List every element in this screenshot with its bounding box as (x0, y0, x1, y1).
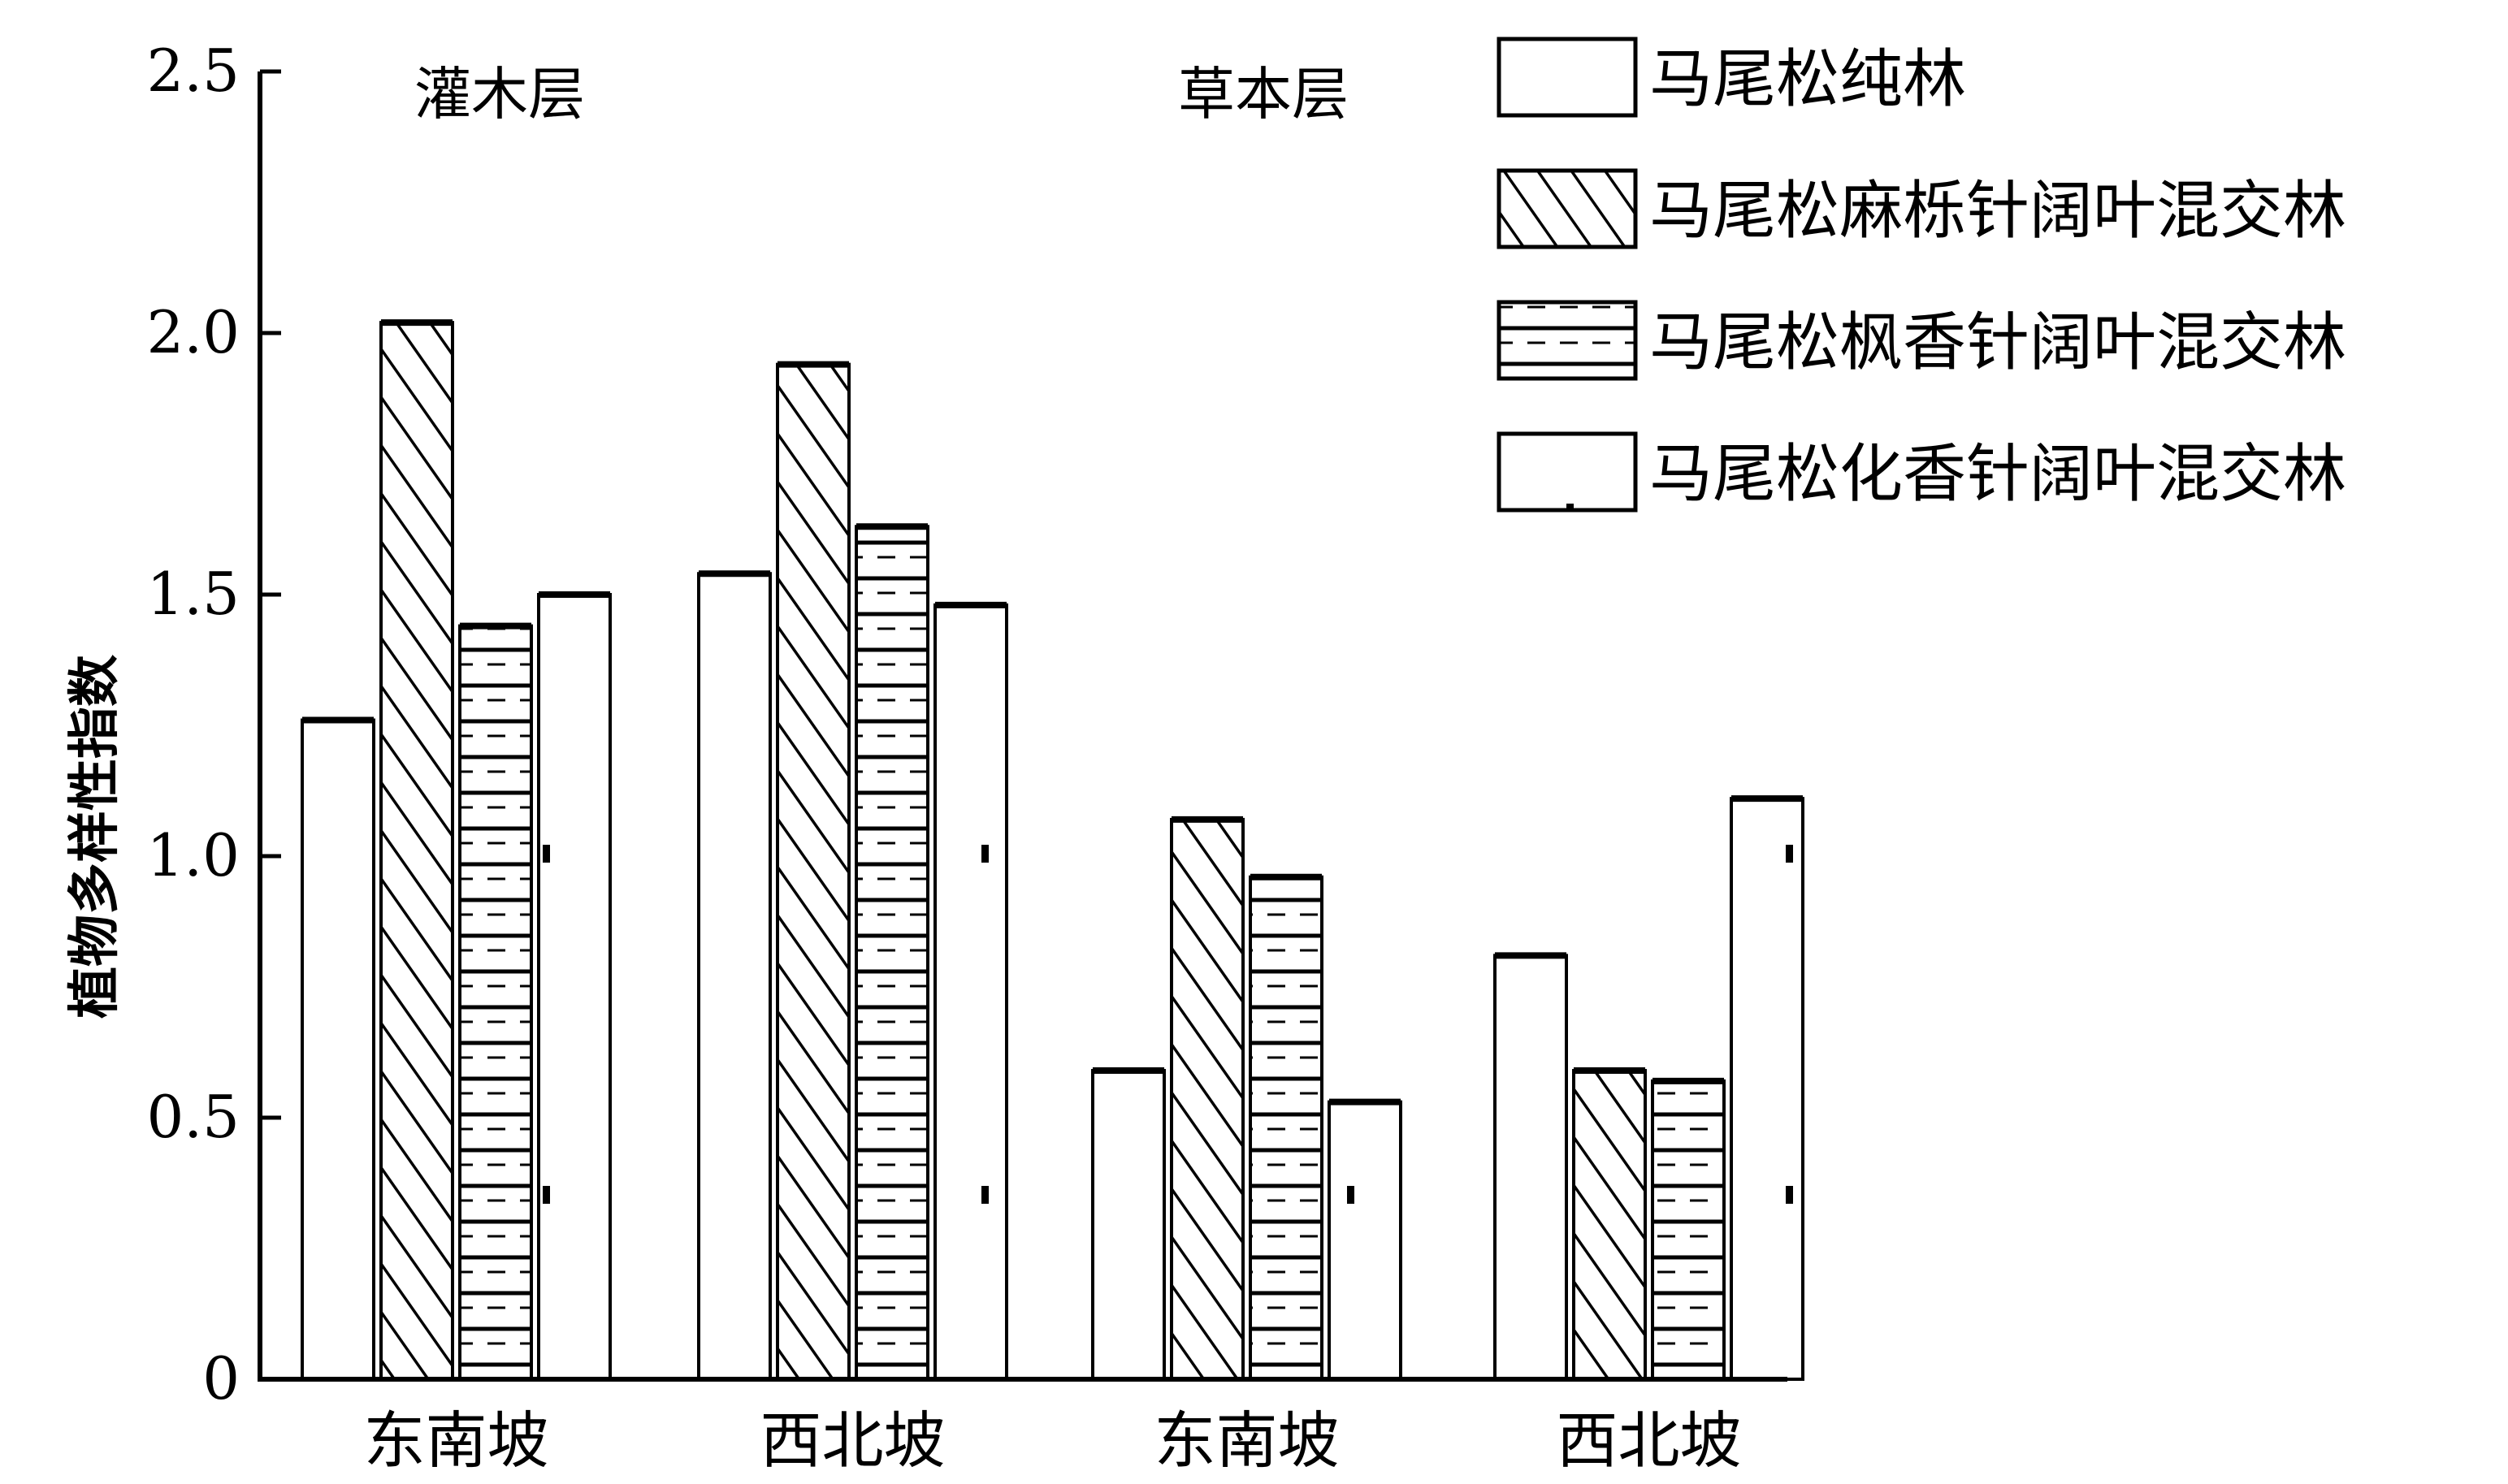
bar-series-2-group-2 (776, 362, 851, 1381)
bar-series-4-group-2 (933, 603, 1008, 1381)
y-tick-label: 1.5 (146, 560, 240, 628)
bar-series-1-group-2 (697, 572, 772, 1381)
category-labels: 东南坡 西北坡 东南坡 西北坡 (364, 1404, 1742, 1477)
bar-series-1-group-4 (1493, 954, 1568, 1381)
legend-label-2: 马尾松麻栎针阔叶混交林 (1649, 175, 2346, 248)
legend-swatch-2 (1497, 168, 1638, 249)
bar-series-1-group-3 (1091, 1069, 1166, 1382)
bar-series-1-group-1 (301, 718, 375, 1381)
y-tick-label: 0.5 (146, 1083, 240, 1151)
legend-swatch-4 (1497, 431, 1638, 513)
bar-series-4-group-4 (1730, 797, 1804, 1381)
legend-label-3: 马尾松枫香针阔叶混交林 (1649, 306, 2346, 379)
bar-series-4-group-1 (537, 593, 612, 1381)
y-tick-label: 2.0 (146, 298, 240, 366)
layer-label-herb: 草本层 (1178, 61, 1349, 128)
bar-series-2-group-1 (379, 321, 454, 1381)
category-label: 东南坡 (1154, 1404, 1340, 1477)
y-axis-ticks: 0 0.5 1.0 1.5 2.0 2.5 (146, 37, 281, 1413)
y-axis-label: 植物多样性指数 (64, 655, 125, 1019)
category-label: 西北坡 (1557, 1404, 1742, 1477)
bar-series-3-group-4 (1651, 1079, 1726, 1382)
bar-series-4-group-3 (1328, 1100, 1402, 1382)
bar-series-3-group-1 (458, 624, 533, 1381)
bar-series-3-group-2 (855, 525, 929, 1381)
y-tick-label: 2.5 (146, 37, 240, 105)
y-tick-label: 0 (202, 1344, 240, 1413)
legend-label-4: 马尾松化香针阔叶混交林 (1649, 438, 2346, 511)
bar-series-2-group-4 (1572, 1069, 1647, 1382)
legend-label-1: 马尾松纯林 (1649, 43, 1966, 116)
legend-swatch-3 (1497, 300, 1638, 381)
y-tick-label: 1.0 (146, 821, 240, 889)
category-label: 西北坡 (760, 1404, 946, 1477)
category-label: 东南坡 (364, 1404, 549, 1477)
bars (301, 319, 1804, 1382)
bar-series-3-group-3 (1249, 875, 1323, 1381)
layer-label-shrub: 灌木层 (414, 61, 585, 128)
legend-swatch-1 (1497, 37, 1638, 118)
bar-series-2-group-3 (1170, 817, 1245, 1381)
